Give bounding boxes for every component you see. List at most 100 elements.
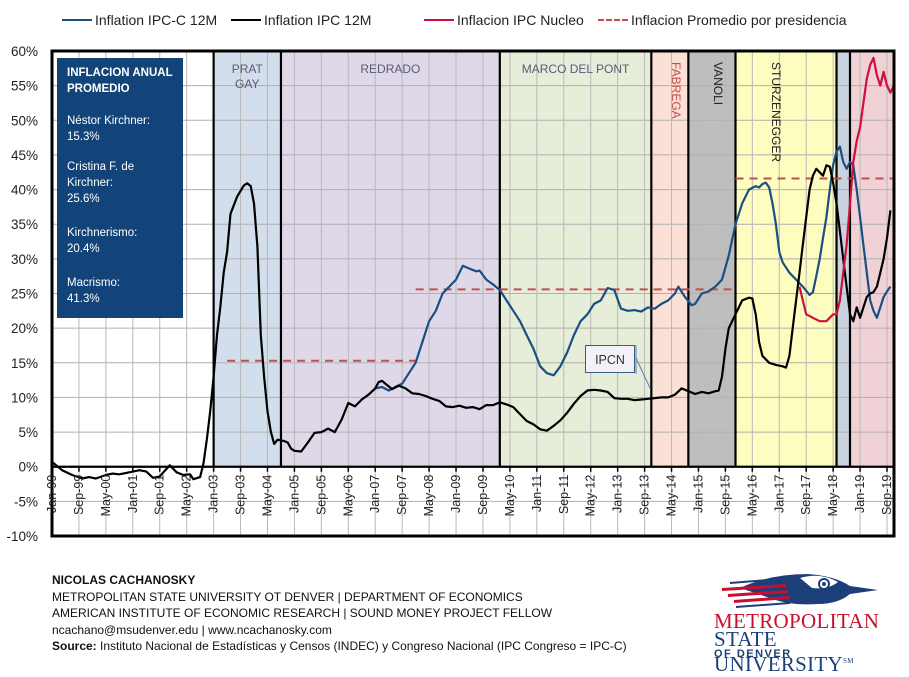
logo-service-mark: SM — [843, 657, 854, 665]
legend-item: Inflation IPC-C 12M — [62, 12, 217, 28]
y-tick-labels: -10% -5% 0% 5% 10% 15% 20% 25% 30% 35% 40% 45% 50% 55… — [6, 44, 38, 544]
y-tick-label: 50% — [11, 113, 38, 128]
period-label: GAY — [235, 77, 259, 91]
x-tick-label: May-10 — [503, 475, 517, 517]
series-lines — [51, 56, 895, 481]
infobox-entry: Macrismo: 41.3% — [67, 275, 182, 307]
x-tick-label: Jan-19 — [853, 475, 867, 513]
x-tick-label: May-16 — [745, 475, 759, 517]
x-tick-label: Sep-13 — [638, 475, 652, 515]
infobox-entry: Néstor Kirchner: 15.3% — [67, 113, 182, 145]
roadrunner-icon — [722, 574, 878, 608]
infobox-value: 25.6% — [67, 193, 100, 205]
legend-label: Inflacion IPC Nucleo — [457, 12, 584, 28]
x-tick-label: Jan-17 — [772, 475, 786, 513]
infobox-value: 41.3% — [67, 293, 100, 305]
y-tick-label: 30% — [11, 252, 38, 267]
logo-text-of-denver: OF DENVER — [714, 648, 792, 660]
y-tick-label: 60% — [11, 44, 38, 59]
legend-swatch — [62, 19, 92, 21]
x-tick-label: May-08 — [422, 475, 436, 517]
period-label: REDRADO — [360, 62, 420, 76]
y-tick-label: 55% — [11, 79, 38, 94]
affiliation-line-1: METROPOLITAN STATE UNIVERSITY OT DENVER … — [52, 589, 523, 604]
ipcn-callout: IPCN — [585, 345, 635, 373]
x-tick-label: May-18 — [826, 475, 840, 517]
affiliation-line-2: AMERICAN INSTITUTE OF ECONOMIC RESEARCH … — [52, 606, 553, 620]
x-tick-label: Jan-01 — [126, 475, 140, 513]
infobox-label: Macrismo: — [67, 277, 121, 289]
period-label: VANOLI — [711, 62, 725, 105]
legend-swatch — [231, 19, 261, 21]
y-tick-label: 40% — [11, 183, 38, 198]
university-logo: METROPOLITAN STATE UNIVERSITYSM OF DENVE… — [700, 568, 900, 676]
x-tick-label: Sep-99 — [72, 475, 86, 515]
x-tick-label: May-00 — [99, 475, 113, 517]
period-label: MARCO DEL PONT — [522, 62, 630, 76]
x-tick-label: May-06 — [341, 475, 355, 517]
infobox-value: 15.3% — [67, 131, 100, 143]
logo-text-metropolitan: METROPOLITAN — [714, 609, 880, 633]
x-tick-label: Jan-99 — [45, 475, 59, 513]
legend-label: Inflation IPC-C 12M — [95, 12, 218, 28]
legend-label: Inflation IPC 12M — [264, 12, 372, 28]
source-text: Instituto Nacional de Estadísticas y Cen… — [96, 639, 627, 653]
x-tick-label: May-02 — [180, 475, 194, 517]
chart-legend: Inflation IPC-C 12M Inflation IPC 12M Infl… — [0, 0, 909, 40]
x-tick-label: May-12 — [584, 475, 598, 517]
x-tick-label: Sep-05 — [314, 475, 328, 515]
period-label: FABREGA — [669, 62, 683, 119]
y-tick-label: -10% — [6, 529, 38, 544]
x-tick-label: Sep-15 — [718, 475, 732, 515]
x-tick-label: Sep-03 — [234, 475, 248, 515]
infobox-label: Néstor Kirchner: — [67, 115, 151, 127]
x-tick-label: Sep-19 — [880, 475, 894, 515]
legend-swatch — [424, 19, 454, 21]
x-tick-label: Sep-01 — [153, 475, 167, 515]
series-inflation-ipc-c-12m — [374, 145, 892, 392]
x-tick-label: Jan-07 — [368, 475, 382, 513]
x-tick-label: May-14 — [665, 475, 679, 517]
infobox-entry: Kirchnerismo: 20.4% — [67, 225, 182, 257]
x-tick-label: Jan-11 — [530, 475, 544, 512]
y-tick-label: 10% — [11, 390, 38, 405]
y-tick-label: 45% — [11, 148, 38, 163]
y-tick-label: 35% — [11, 217, 38, 232]
x-tick-labels: Jan-99 Sep-99 May-00 Jan-01 Sep-01 May-02 Jan-… — [45, 475, 894, 517]
x-tick-label: Jan-09 — [449, 475, 463, 513]
y-tick-label: 5% — [18, 425, 38, 440]
y-tick-label: 15% — [11, 356, 38, 371]
average-lines — [227, 177, 894, 362]
author-name: NICOLAS CACHANOSKY — [52, 573, 196, 587]
plot-frame — [50, 49, 896, 538]
x-tick-label: Sep-11 — [557, 475, 571, 514]
infobox-label: Cristina F. de Kirchner: — [67, 161, 135, 189]
footer-credits: NICOLAS CACHANOSKY METROPOLITAN STATE UN… — [52, 572, 627, 655]
average-inflation-box: INFLACION ANUAL PROMEDIO Néstor Kirchner… — [57, 58, 183, 318]
period-label: PRAT — [232, 62, 264, 76]
legend-swatch — [598, 19, 628, 21]
x-tick-label: Sep-09 — [476, 475, 490, 515]
contact-line: ncachano@msudenver.edu | www.ncachanosky… — [52, 622, 332, 637]
y-tick-label: 0% — [18, 460, 38, 475]
x-tick-label: May-04 — [260, 475, 274, 517]
infobox-title: INFLACION ANUAL PROMEDIO — [67, 67, 173, 95]
source-line: Source: Instituto Nacional de Estadístic… — [52, 638, 627, 655]
series-inflacion-ipc-nucleo — [798, 56, 895, 323]
y-tick-label: 25% — [11, 287, 38, 302]
x-tick-label: Jan-03 — [207, 475, 221, 513]
legend-item: Inflation IPC 12M — [231, 12, 371, 28]
series-inflation-ipc-12m — [51, 164, 892, 481]
legend-label: Inflacion Promedio por presidencia — [631, 12, 847, 28]
period-label: STURZENEGGER — [769, 62, 783, 162]
x-tick-label: Jan-15 — [691, 475, 705, 513]
y-tick-label: 20% — [11, 321, 38, 336]
infobox-entry: Cristina F. de Kirchner: 25.6% — [67, 159, 182, 207]
infobox-label: Kirchnerismo: — [67, 227, 138, 239]
infobox-value: 20.4% — [67, 243, 100, 255]
x-tick-label: Sep-07 — [395, 475, 409, 515]
x-tick-label: Sep-17 — [799, 475, 813, 515]
x-tick-label: Jan-05 — [287, 475, 301, 513]
